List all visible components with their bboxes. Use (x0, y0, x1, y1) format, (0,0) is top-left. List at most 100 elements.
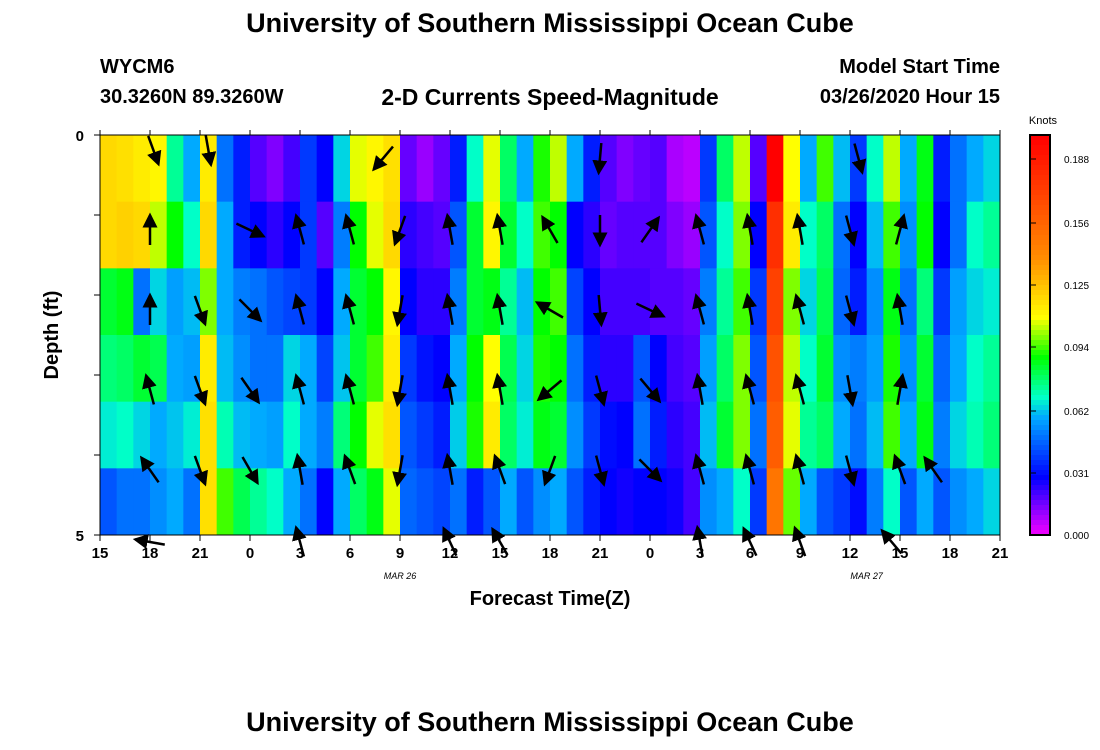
current-arrow (193, 295, 208, 327)
heatmap-cell (866, 335, 884, 403)
colorbar-segment (1030, 145, 1050, 151)
heatmap-cell (166, 401, 184, 469)
heatmap-cell (233, 401, 251, 469)
current-arrow (880, 528, 903, 555)
heatmap-cell (333, 401, 351, 469)
heatmap-cell (450, 135, 468, 203)
heatmap-cell (550, 468, 568, 536)
colorbar-segment (1030, 265, 1050, 271)
heatmap-cell (900, 135, 918, 203)
colorbar-segment (1030, 230, 1050, 236)
colorbar-tick-label: 0.156 (1064, 219, 1089, 230)
heatmap-cell (716, 268, 734, 336)
heatmap-cell (283, 335, 301, 403)
heatmap-cell (333, 135, 351, 203)
heatmap-cell (433, 135, 451, 203)
x-tick-label: 18 (942, 545, 959, 562)
heatmap-cell (383, 268, 401, 336)
heatmap-cell (416, 335, 434, 403)
heatmap-cell (566, 401, 584, 469)
heatmap-cell (766, 201, 784, 269)
colorbar-segment (1030, 505, 1050, 511)
heatmap-cell (483, 401, 501, 469)
heatmap-cell (200, 335, 218, 403)
colorbar-segment (1030, 210, 1050, 216)
heatmap-cell (616, 135, 634, 203)
heatmap-cell (883, 268, 901, 336)
heatmap-cell (400, 135, 418, 203)
heatmap-cell (766, 335, 784, 403)
heatmap-cell (100, 335, 118, 403)
colorbar-segment (1030, 275, 1050, 281)
colorbar-tick-label: 0.062 (1064, 407, 1089, 418)
heatmap-cell (433, 335, 451, 403)
current-arrow (534, 301, 564, 319)
colorbar-segment (1030, 335, 1050, 341)
colorbar-segment (1030, 340, 1050, 346)
station-coordinates: 30.3260N 89.3260W (100, 86, 284, 108)
y-axis-label: Depth (ft) (41, 291, 63, 380)
heatmap-cell (383, 335, 401, 403)
current-arrow (639, 377, 662, 404)
colorbar-tick-label: 0.031 (1064, 469, 1089, 480)
heatmap-cell (366, 335, 384, 403)
heatmap-cell (783, 268, 801, 336)
heatmap-cell (750, 468, 768, 536)
heatmap-cell (833, 468, 851, 536)
current-arrow (238, 298, 263, 323)
colorbar-segment (1030, 490, 1050, 496)
current-arrow (392, 375, 407, 408)
heatmap-cell (300, 268, 318, 336)
heatmap-cell (666, 468, 684, 536)
heatmap-cell (616, 201, 634, 269)
colorbar-tick-label: 0.094 (1064, 343, 1089, 354)
x-tick-label: 9 (396, 545, 404, 562)
colorbar-segment (1030, 140, 1050, 146)
current-arrow (292, 293, 307, 325)
heatmap-cell (766, 401, 784, 469)
heatmap-cell (783, 135, 801, 203)
heatmap-cell (516, 268, 534, 336)
current-arrow (442, 212, 457, 245)
heatmap-cell (583, 468, 601, 536)
current-arrow (742, 373, 757, 405)
heatmap-cell (950, 468, 968, 536)
heatmap-cell (633, 135, 651, 203)
current-arrow (843, 375, 858, 408)
heatmap-cell (616, 268, 634, 336)
heatmap-cell (500, 135, 518, 203)
heatmap-cell (316, 468, 334, 536)
heatmap-cell (966, 335, 984, 403)
heatmap-cell (700, 135, 718, 203)
heatmap-cell (783, 335, 801, 403)
x-tick-label: 12 (842, 545, 859, 562)
current-arrow (592, 142, 608, 176)
heatmap-cell (933, 468, 951, 536)
heatmap-cell (366, 401, 384, 469)
heatmap-cell (366, 201, 384, 269)
heatmap-cell (950, 135, 968, 203)
x-tick-label: 0 (646, 545, 654, 562)
heatmap-cell (650, 468, 668, 536)
current-arrow (442, 292, 457, 325)
heatmap-cell (750, 401, 768, 469)
heatmap-cell (216, 335, 234, 403)
colorbar-segment (1030, 385, 1050, 391)
heatmap-cell (566, 201, 584, 269)
heatmap-cell (883, 135, 901, 203)
heatmap-cell (516, 468, 534, 536)
colorbar-segment (1030, 445, 1050, 451)
heatmap-cell (966, 268, 984, 336)
heatmap-cell (400, 401, 418, 469)
heatmap-cell (866, 468, 884, 536)
colorbar-segment (1030, 190, 1050, 196)
heatmap-cell (100, 268, 118, 336)
heatmap-cell (416, 401, 434, 469)
colorbar-segment (1030, 375, 1050, 381)
current-arrow (851, 143, 867, 175)
heatmap-cell (250, 135, 268, 203)
heatmap-cell (466, 335, 484, 403)
colorbar-segment (1030, 410, 1050, 416)
heatmap-cell (850, 335, 868, 403)
colorbar-segment (1030, 430, 1050, 436)
